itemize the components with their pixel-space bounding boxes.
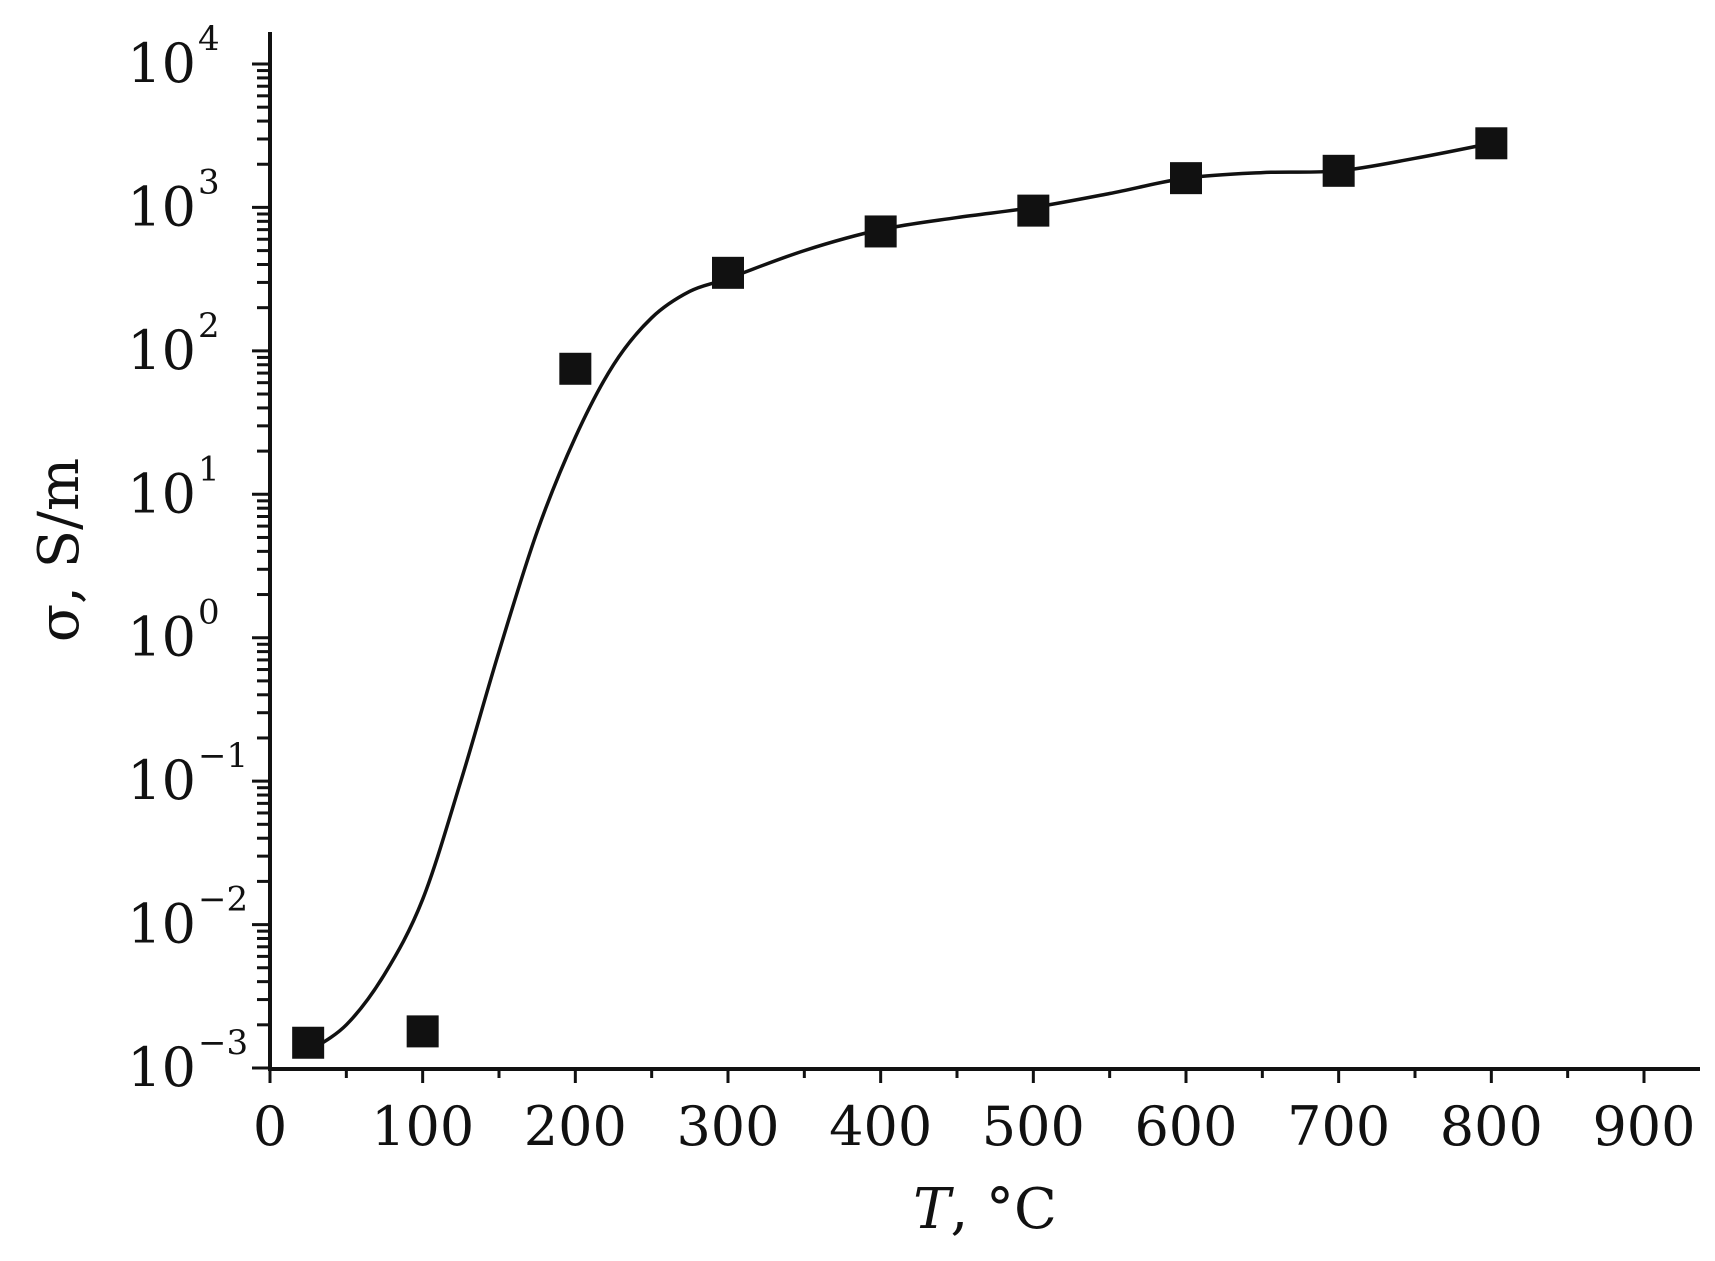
x-axis-title: T, °C <box>913 1177 1057 1242</box>
x-tick-label: 400 <box>829 1095 932 1158</box>
y-tick-label: 10 <box>127 1036 196 1099</box>
y-tick-label: 10 <box>127 32 196 95</box>
x-axis-title-unit: , °C <box>950 1177 1056 1242</box>
y-tick-label-base: 10 <box>127 749 196 812</box>
y-tick-label: 10 <box>127 893 196 956</box>
y-tick-label-exp: 4 <box>198 19 220 59</box>
y-tick-label-base: 10 <box>127 32 196 95</box>
data-point <box>1322 154 1355 187</box>
y-tick-label-base: 10 <box>127 1036 196 1099</box>
x-tick-label: 100 <box>371 1095 474 1158</box>
y-tick-label-exp: −2 <box>198 880 248 920</box>
y-tick-label-exp: 3 <box>198 162 220 202</box>
y-tick-label-exp: 1 <box>198 449 220 489</box>
y-tick-label-exp: 2 <box>198 306 220 346</box>
markers-group <box>292 127 1508 1059</box>
y-tick-label: 10 <box>127 606 196 669</box>
fit-curve <box>307 141 1492 1054</box>
x-tick-label: 300 <box>676 1095 779 1158</box>
y-tick-label: 10 <box>127 462 196 525</box>
x-ticks: 0 100 200 300 400 500 600 700 800 900 <box>253 1069 1696 1158</box>
y-tick-label-exp: −3 <box>198 1023 248 1063</box>
x-tick-label: 800 <box>1440 1095 1543 1158</box>
y-tick-label-exp: 0 <box>198 593 220 633</box>
x-tick-label: 500 <box>982 1095 1085 1158</box>
x-tick-label: 200 <box>524 1095 627 1158</box>
x-tick-label: 900 <box>1592 1095 1695 1158</box>
x-tick-label: 700 <box>1287 1095 1390 1158</box>
y-tick-label-base: 10 <box>127 319 196 382</box>
y-tick-label-base: 10 <box>127 175 196 238</box>
x-axis-title-var: T <box>913 1177 954 1242</box>
y-tick-label-exp: −1 <box>198 736 248 776</box>
data-point <box>406 1015 439 1048</box>
fit-curve-group <box>307 141 1492 1054</box>
y-tick-label-base: 10 <box>127 893 196 956</box>
data-point <box>292 1026 325 1059</box>
data-point <box>864 215 897 248</box>
y-tick-label-base: 10 <box>127 606 196 669</box>
y-tick-label: 10 <box>127 175 196 238</box>
x-tick-label: 600 <box>1134 1095 1237 1158</box>
y-tick-label: 10 <box>127 319 196 382</box>
x-tick-label: 0 <box>253 1095 287 1158</box>
y-tick-label-base: 10 <box>127 462 196 525</box>
y-tick-label: 10 <box>127 749 196 812</box>
data-point <box>1475 127 1508 160</box>
data-point <box>1170 162 1202 195</box>
data-point <box>712 256 744 289</box>
data-point <box>1017 194 1050 227</box>
axes <box>268 32 1700 1071</box>
y-axis-title: σ, S/m <box>27 458 92 642</box>
data-point <box>559 352 592 385</box>
